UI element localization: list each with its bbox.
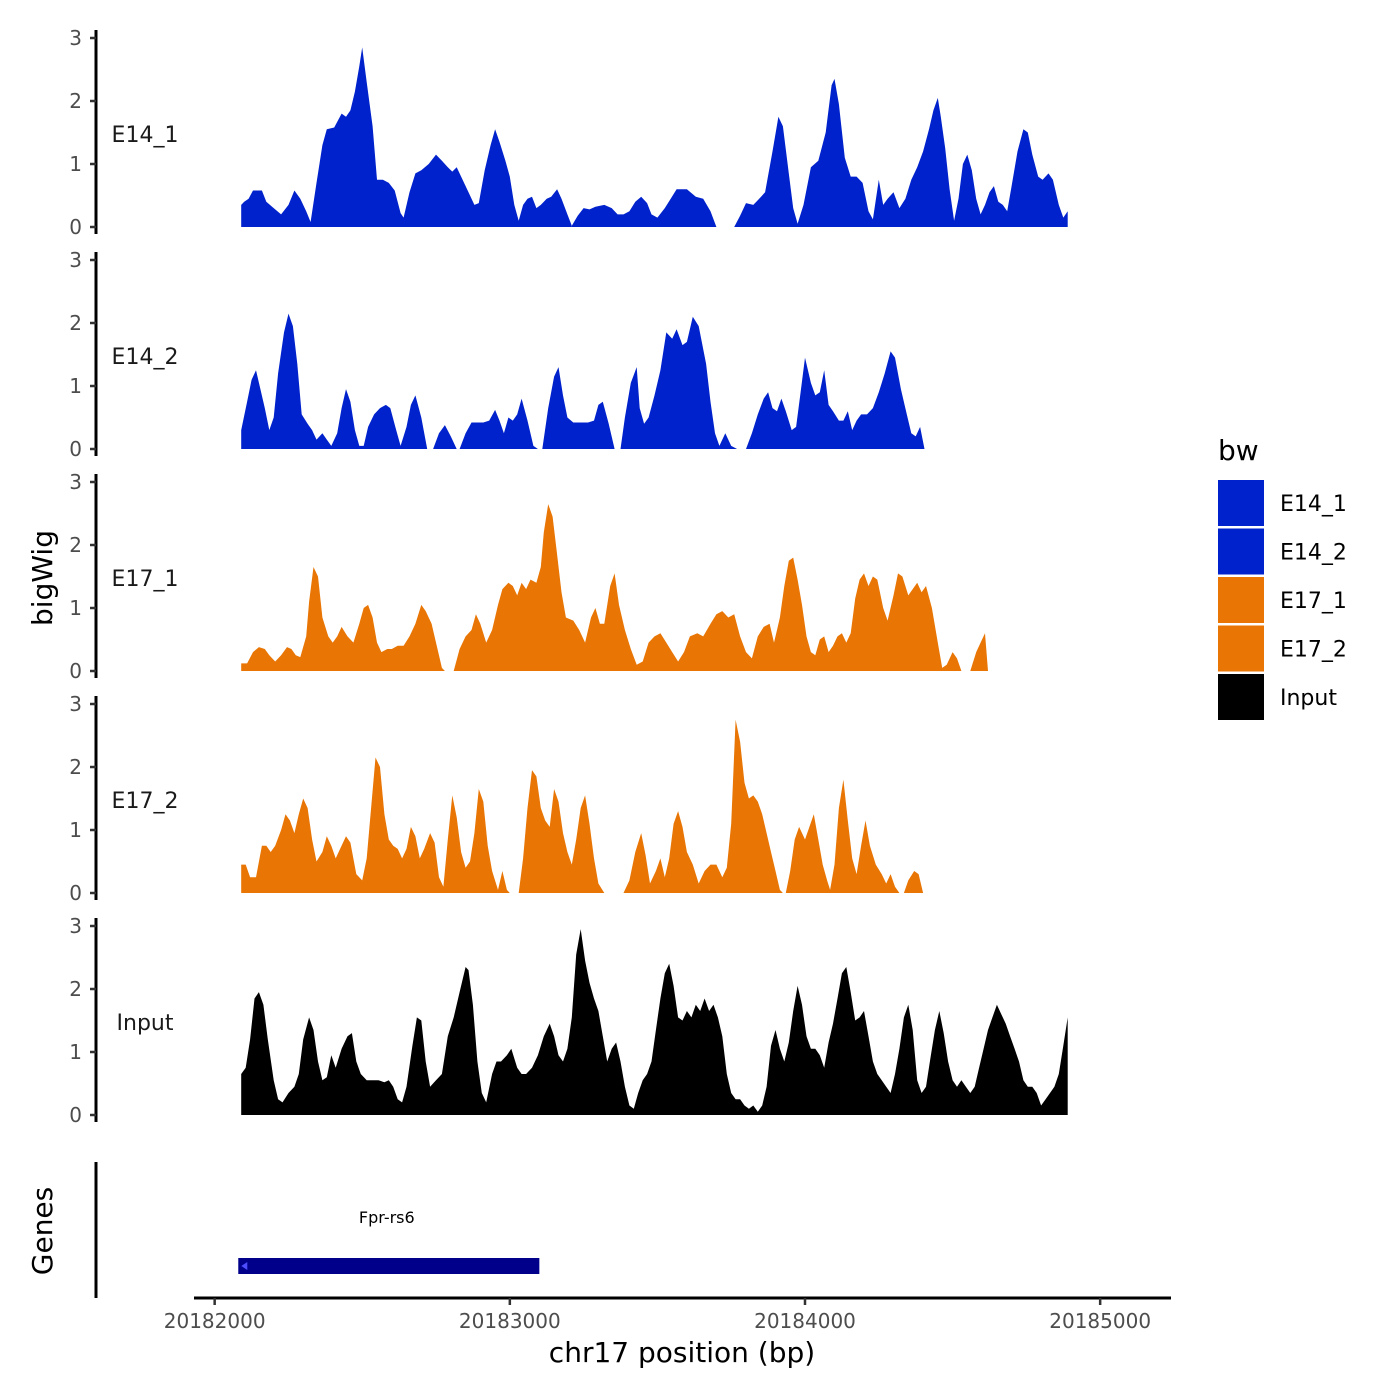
y-tick-label-e17-1-3: 3 [69,470,82,494]
area-e17-1-segment-1 [453,504,962,671]
track-label-input: Input [117,1011,174,1036]
track-e17-2: 0 1 2 3 E17_2 [69,692,924,905]
legend-swatch-e17-2 [1218,625,1264,672]
y-tick-label-e17-1-1: 1 [69,596,82,620]
legend-label-e17-1: E17_1 [1280,589,1347,614]
x-tick-label-20184000: 20184000 [754,1309,856,1333]
y-axis-title: bigWig [26,530,59,626]
legend-label-input: Input [1280,686,1337,711]
genes-track-title: Genes [26,1187,59,1275]
y-tick-label-e17-2-0: 0 [69,881,82,905]
area-e14-1-segment-0 [241,47,572,228]
area-e17-2-segment-0 [241,757,510,893]
area-e17-2-segment-1 [518,770,605,893]
area-e14-2-segment-2 [459,398,538,449]
legend-swatch-e17-1 [1218,577,1264,623]
area-e17-1-segment-0 [241,567,445,671]
y-tick-label-e14-1-0: 0 [69,215,82,239]
legend-swatch-input [1218,674,1264,720]
y-tick-label-e17-1-0: 0 [69,659,82,683]
y-tick-label-e14-2-0: 0 [69,437,82,461]
area-e17-2-segment-4 [903,871,924,893]
gene-strand-arrow-fpr-rs6 [241,1262,248,1270]
y-tick-label-e17-2-2: 2 [69,755,82,779]
tracks-layer: 0 1 2 3 E14_1 0 1 2 3 E14_2 0 1 2 3 E17_1 0 1 2 3 E17_2 0 1 2 3… [69,26,1068,1127]
track-label-e14-2: E14_2 [112,345,179,370]
area-e17-1-segment-2 [970,633,988,671]
y-tick-label-e17-2-1: 1 [69,818,82,842]
y-tick-label-e14-1-2: 2 [69,89,82,113]
area-input-segment-0 [241,929,1068,1115]
x-axis-title: chr17 position (bp) [549,1336,815,1369]
area-e17-2-segment-2 [623,719,783,893]
y-tick-label-e14-1-1: 1 [69,152,82,176]
x-tick-label-20185000: 20185000 [1049,1309,1151,1333]
legend-label-e17-2: E17_2 [1280,638,1347,663]
legend-label-e14-1: E14_1 [1280,492,1347,517]
area-e17-2-segment-3 [785,779,900,893]
legend-swatch-e14-2 [1218,528,1264,575]
x-tick-label-20182000: 20182000 [164,1309,266,1333]
x-tick-label-20183000: 20183000 [459,1309,561,1333]
area-e14-1-segment-2 [734,78,1068,228]
y-tick-label-e14-2-1: 1 [69,374,82,398]
genes-track: Genes Fpr-rs6 [26,1162,540,1298]
legend: bw E14_1 E14_2 E17_1 E17_2 Input [1218,434,1347,720]
y-tick-label-e14-1-3: 3 [69,26,82,50]
gene-label-fpr-rs6: Fpr-rs6 [359,1208,415,1227]
y-tick-label-e14-2-2: 2 [69,311,82,335]
y-tick-label-input-0: 0 [69,1103,82,1127]
area-e14-2-segment-1 [433,425,457,449]
legend-swatch-e14-1 [1218,480,1264,526]
area-e14-2-segment-0 [241,313,428,449]
y-tick-label-input-1: 1 [69,1040,82,1064]
x-axis: 20182000 20183000 20184000 20185000 [164,1296,1171,1333]
track-input: 0 1 2 3 Input [69,914,1068,1127]
y-tick-label-e17-2-3: 3 [69,692,82,716]
legend-title: bw [1218,434,1259,467]
y-tick-label-input-2: 2 [69,977,82,1001]
y-tick-label-e17-1-2: 2 [69,533,82,557]
area-e14-2-segment-3 [542,367,615,449]
track-label-e14-1: E14_1 [112,123,179,148]
track-e14-2: 0 1 2 3 E14_2 [69,248,925,461]
y-tick-label-e14-2-3: 3 [69,248,82,272]
area-e14-2-segment-4 [620,316,738,449]
gene-bar-fpr-rs6 [238,1258,540,1274]
area-e14-2-segment-5 [746,351,925,449]
y-tick-label-input-3: 3 [69,914,82,938]
track-e17-1: 0 1 2 3 E17_1 [69,470,988,683]
track-e14-1: 0 1 2 3 E14_1 [69,26,1068,239]
track-label-e17-1: E17_1 [112,567,179,592]
legend-label-e14-2: E14_2 [1280,541,1347,566]
track-label-e17-2: E17_2 [112,789,179,814]
area-e14-1-segment-1 [571,189,717,227]
